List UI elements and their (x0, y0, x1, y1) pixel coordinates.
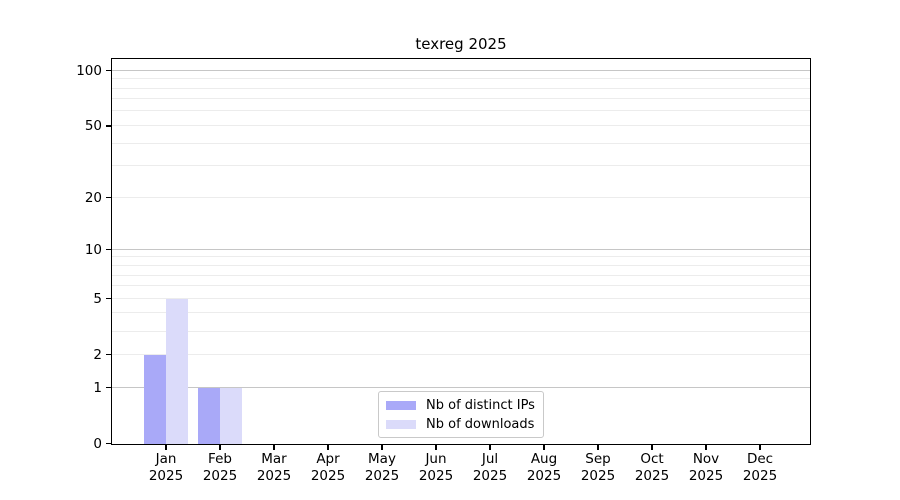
x-tick-label: Jun 2025 (404, 451, 468, 485)
x-tick-mark (219, 445, 221, 450)
y-tick-label: 10 (84, 241, 102, 258)
minor-gridline (112, 330, 810, 332)
x-tick-mark (273, 445, 275, 450)
y-tick-mark (106, 196, 111, 199)
x-tick-label: Mar 2025 (242, 451, 306, 485)
x-tick-month: Dec (746, 451, 774, 467)
x-tick-year: 2025 (688, 468, 724, 484)
y-tick-mark (106, 70, 111, 72)
x-tick-mark (759, 445, 761, 450)
x-tick-mark (435, 445, 437, 450)
y-tick-label: 100 (76, 62, 102, 79)
minor-gridline (112, 87, 810, 89)
x-tick-mark (597, 445, 599, 450)
minor-gridline (112, 165, 810, 167)
x-tick-label: Sep 2025 (566, 451, 630, 485)
x-tick-month: Nov (692, 451, 720, 467)
x-tick-mark (381, 445, 383, 450)
minor-gridline (112, 285, 810, 287)
x-tick-mark (489, 445, 491, 450)
major-gridline (112, 69, 810, 71)
x-tick-month: Mar (261, 451, 287, 467)
bar-distinct-ips (197, 388, 220, 444)
bar-distinct-ips (143, 355, 166, 444)
chart-title: texreg 2025 (415, 35, 507, 53)
minor-gridline (112, 256, 810, 258)
x-tick-label: Oct 2025 (620, 451, 684, 485)
x-tick-month: Jan (155, 451, 177, 467)
x-tick-mark (327, 445, 329, 450)
minor-gridline (112, 98, 810, 100)
x-tick-year: 2025 (580, 468, 616, 484)
minor-gridline (112, 110, 810, 112)
x-tick-label: Aug 2025 (512, 451, 576, 485)
y-tick-mark (106, 125, 111, 127)
y-tick-label: 2 (93, 346, 102, 363)
x-tick-year: 2025 (256, 468, 292, 484)
x-tick-month: Jul (481, 451, 499, 467)
legend-item-downloads: Nb of downloads (386, 415, 536, 434)
x-tick-label: Apr 2025 (296, 451, 360, 485)
x-tick-label: Feb 2025 (188, 451, 252, 485)
minor-gridline (112, 353, 810, 355)
x-tick-month: May (368, 451, 396, 467)
x-tick-label: Nov 2025 (674, 451, 738, 485)
x-tick-mark (165, 445, 167, 450)
minor-gridline (112, 312, 810, 314)
y-tick-label: 1 (93, 379, 102, 396)
legend-swatch-distinct-ips-icon (386, 400, 416, 411)
bar-downloads (219, 388, 242, 444)
minor-gridline (112, 142, 810, 144)
minor-gridline (112, 78, 810, 80)
y-tick-label: 50 (84, 117, 102, 134)
x-tick-label: Jul 2025 (458, 451, 522, 485)
legend-item-distinct-ips: Nb of distinct IPs (386, 396, 536, 415)
major-gridline (112, 386, 810, 388)
y-tick-label: 20 (84, 189, 102, 206)
x-tick-year: 2025 (472, 468, 508, 484)
x-tick-year: 2025 (310, 468, 346, 484)
x-tick-label: May 2025 (350, 451, 414, 485)
x-tick-month: Jun (425, 451, 447, 467)
minor-gridline (112, 265, 810, 266)
x-tick-year: 2025 (742, 468, 778, 484)
x-tick-month: Apr (316, 451, 340, 467)
legend-swatch-downloads-icon (386, 419, 416, 430)
y-tick-label: 0 (93, 435, 102, 452)
minor-gridline (112, 297, 810, 299)
x-tick-year: 2025 (202, 468, 238, 484)
y-tick-mark (106, 354, 111, 356)
major-gridline (112, 248, 810, 250)
minor-gridline (112, 274, 810, 276)
x-tick-month: Aug (530, 451, 558, 467)
y-tick-mark (106, 249, 111, 251)
x-tick-mark (705, 445, 707, 450)
x-tick-year: 2025 (418, 468, 454, 484)
y-tick-label: 5 (93, 290, 102, 307)
x-tick-year: 2025 (148, 468, 184, 484)
y-tick-mark (106, 442, 111, 445)
x-tick-label: Dec 2025 (728, 451, 792, 485)
x-tick-month: Oct (640, 451, 664, 467)
x-tick-month: Sep (585, 451, 611, 467)
x-tick-mark (543, 445, 545, 450)
minor-gridline (112, 124, 810, 126)
legend-label-downloads: Nb of downloads (426, 417, 535, 432)
x-tick-month: Feb (208, 451, 232, 467)
x-tick-year: 2025 (364, 468, 400, 484)
legend: Nb of distinct IPs Nb of downloads (378, 391, 544, 438)
x-tick-mark (651, 445, 653, 450)
y-tick-mark (106, 386, 111, 389)
legend-label-distinct-ips: Nb of distinct IPs (426, 398, 535, 413)
bar-downloads (165, 299, 188, 444)
minor-gridline (112, 196, 810, 198)
y-tick-mark (106, 298, 111, 300)
x-tick-label: Jan 2025 (134, 451, 198, 485)
x-tick-year: 2025 (526, 468, 562, 484)
plot-area (111, 58, 811, 445)
x-tick-year: 2025 (634, 468, 670, 484)
